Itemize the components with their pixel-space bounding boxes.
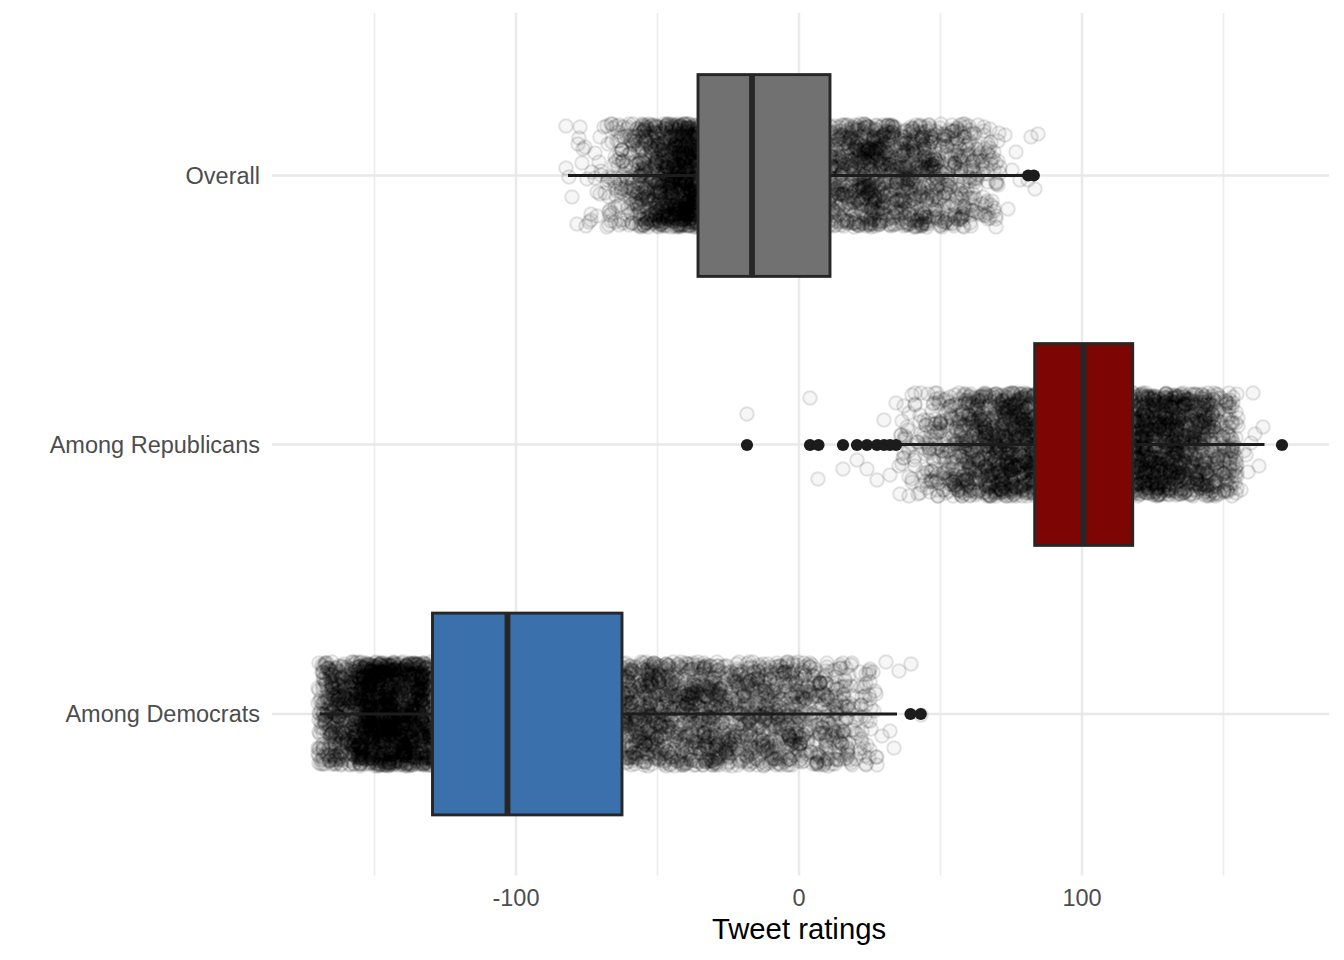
- svg-text:Among Republicans: Among Republicans: [50, 432, 260, 458]
- svg-text:100: 100: [1062, 885, 1101, 911]
- svg-text:0: 0: [792, 885, 805, 911]
- svg-text:Overall: Overall: [186, 163, 260, 189]
- svg-text:Among Democrats: Among Democrats: [65, 701, 260, 727]
- svg-text:-100: -100: [492, 885, 539, 911]
- svg-text:Tweet ratings: Tweet ratings: [712, 912, 886, 945]
